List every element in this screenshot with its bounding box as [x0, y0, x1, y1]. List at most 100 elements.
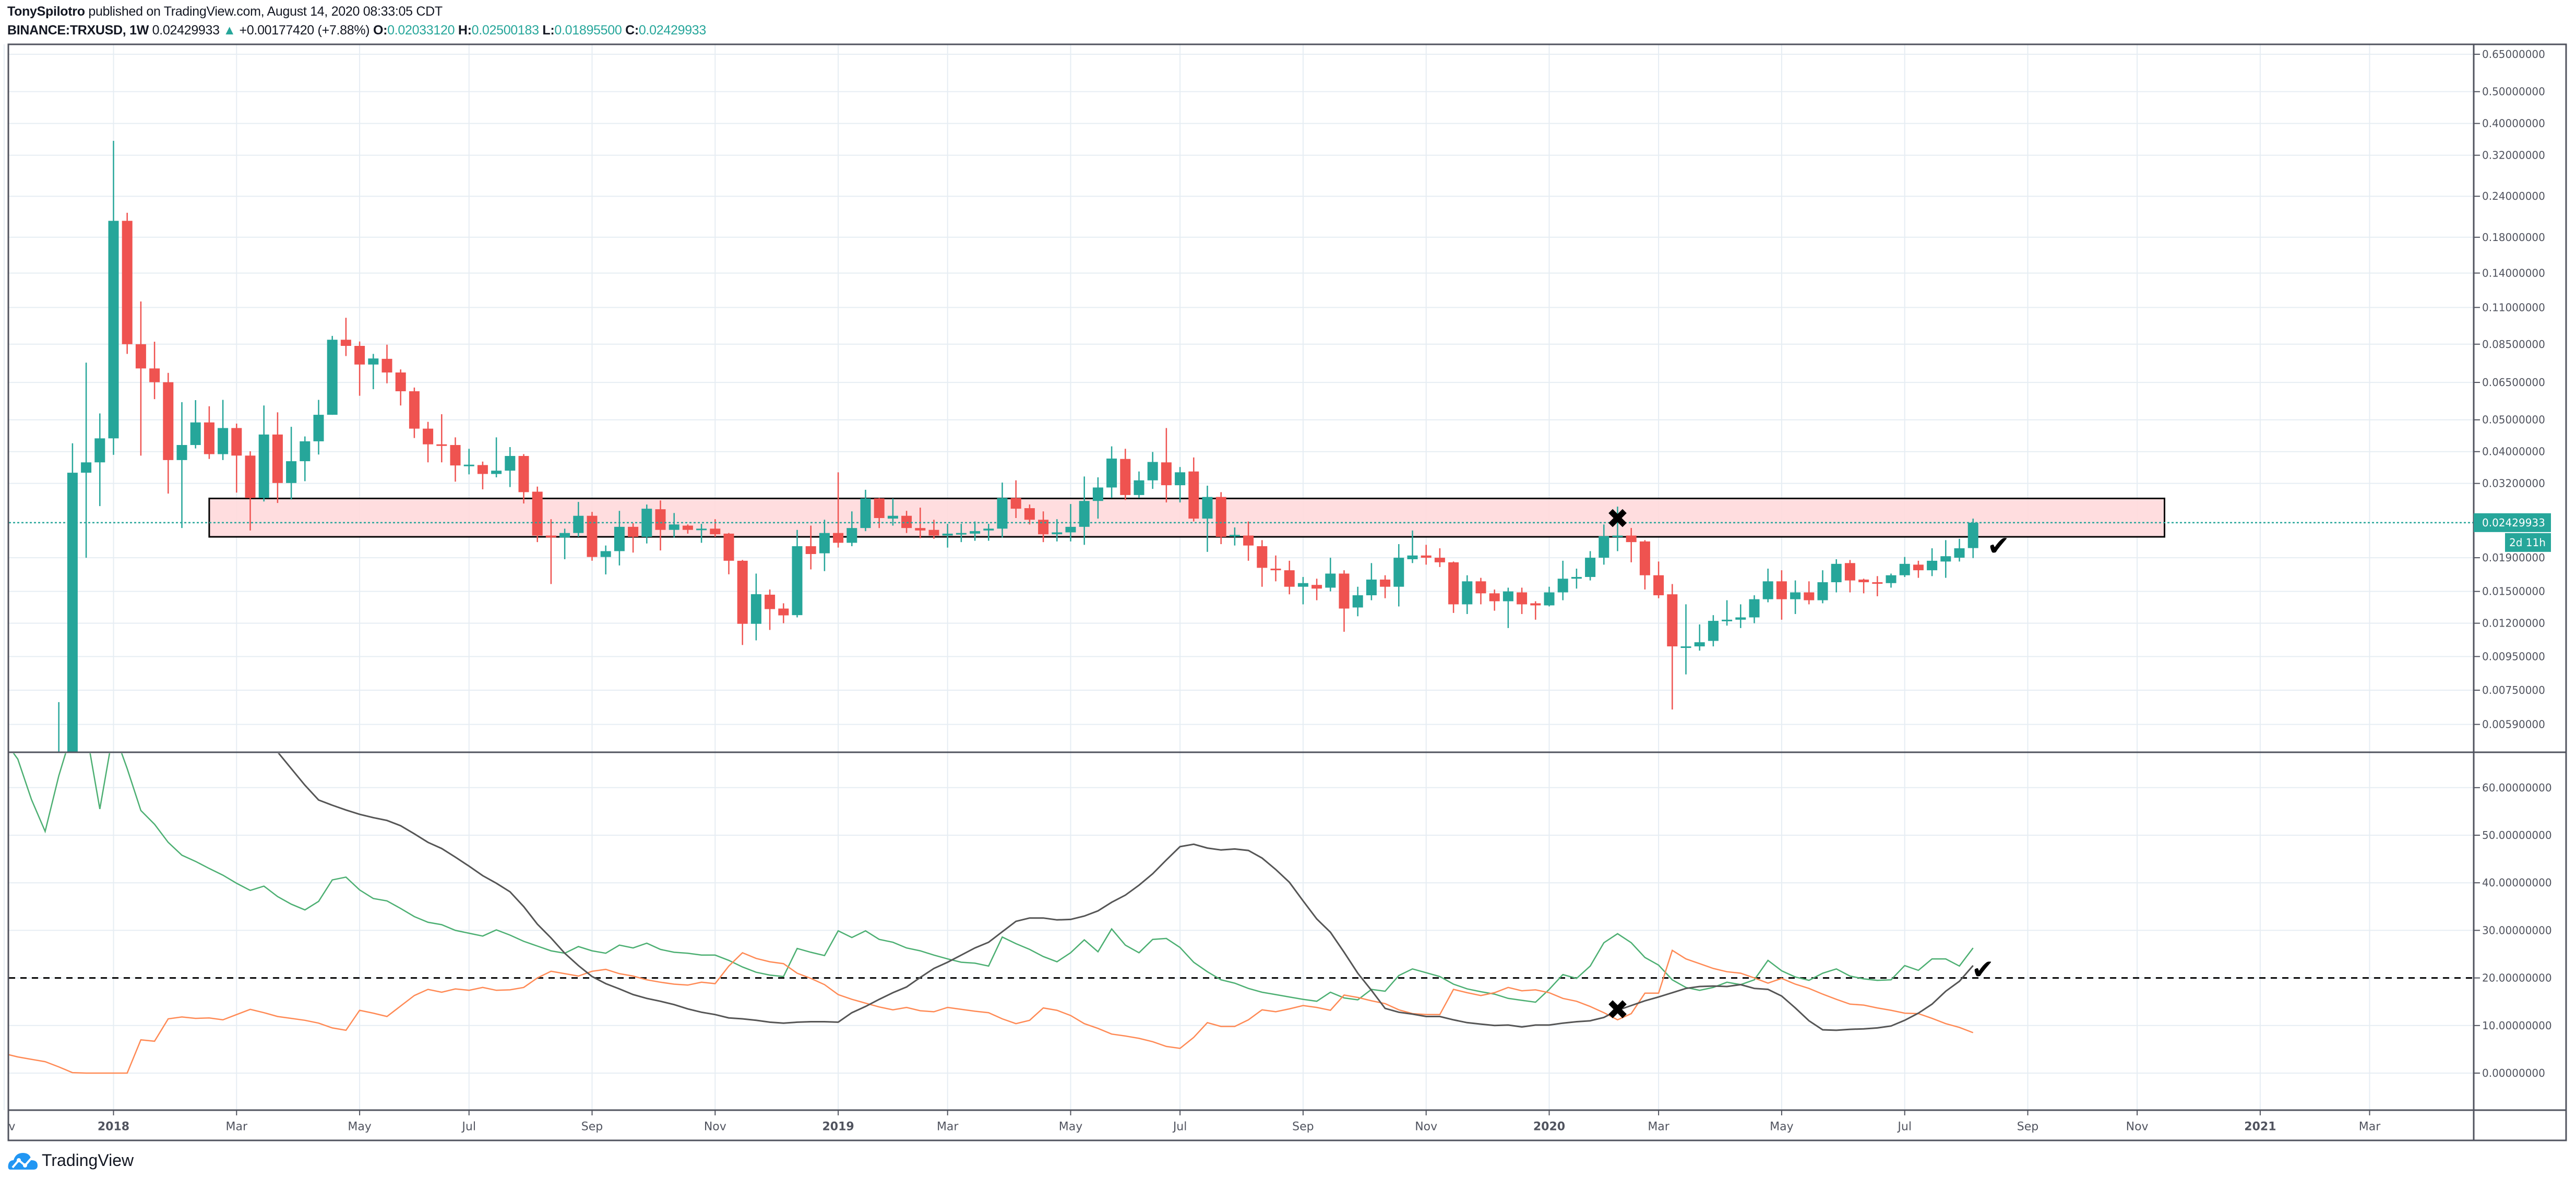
candle-body [94, 438, 105, 463]
candle-body [436, 444, 447, 446]
candle-bearish [1215, 492, 1226, 545]
candle-bearish [354, 341, 365, 396]
tradingview-logo[interactable]: TradingView [7, 1150, 134, 1171]
candle-bullish [176, 402, 187, 528]
candle-bearish [272, 412, 283, 503]
candle-body [190, 422, 201, 446]
indicator-tick-label: 30.00000000 [2482, 924, 2552, 936]
x-mark-icon: ✖ [1606, 503, 1629, 535]
candle-bearish [1257, 540, 1268, 587]
candle-body [819, 533, 830, 554]
candle-bearish [532, 486, 543, 543]
candle-bearish [723, 533, 734, 574]
series-di-line [9, 949, 1974, 1074]
candle-bearish [423, 422, 434, 463]
candle-bullish [1585, 551, 1596, 581]
time-tick-label: Sep [581, 1121, 603, 1134]
candle-body [1120, 459, 1131, 495]
candle-body [1434, 558, 1445, 562]
last-price-label-box [2474, 513, 2551, 532]
candle-body [1229, 535, 1240, 537]
candle-body [176, 445, 187, 460]
low-value: 0.01895500 [554, 23, 622, 38]
author-name[interactable]: TonySpilotro [7, 4, 85, 19]
candle-bullish [1954, 538, 1965, 562]
candle-body [1421, 555, 1432, 558]
candle-body [1462, 581, 1473, 605]
time-tick-label: Nov [704, 1121, 726, 1134]
candle-body [1215, 497, 1226, 537]
candle-bullish [505, 447, 516, 487]
candle-body [1147, 462, 1158, 480]
candle-body [983, 528, 994, 531]
candle-bullish [1831, 559, 1842, 593]
candle-body [1599, 536, 1609, 558]
candle-body [1517, 592, 1528, 605]
candle-body [450, 445, 461, 466]
high-value: 0.02500183 [471, 23, 539, 38]
candle-body [1776, 581, 1787, 599]
candle-bullish [1899, 557, 1910, 577]
candle-body [1079, 501, 1090, 527]
candle-bullish [970, 521, 981, 541]
price-tick-label: 0.18000000 [2482, 231, 2545, 244]
candle-bullish [108, 141, 119, 455]
candle-body [272, 434, 283, 483]
candle-bullish [641, 504, 652, 544]
price-tick-label: 0.05000000 [2482, 414, 2545, 426]
price-tick-label: 0.01900000 [2482, 551, 2545, 564]
candle-bullish [1092, 477, 1103, 519]
time-tick-label: May [348, 1121, 371, 1134]
candle-bearish [381, 344, 392, 383]
candle-body [1557, 579, 1568, 593]
symbol-legend: BINANCE:TRXUSD, 1W 0.02429933 ▲ +0.00177… [7, 23, 706, 38]
candle-body [805, 546, 816, 554]
candle-body [778, 608, 789, 616]
candle-bullish [491, 437, 502, 477]
candle-bullish [190, 400, 201, 449]
candle-body [463, 464, 474, 466]
candle-body [600, 551, 611, 557]
candle-bearish [1489, 590, 1500, 611]
candle-bearish [1804, 581, 1815, 605]
candle-body [300, 441, 311, 462]
checkmark-icon: ✔ [1987, 531, 2010, 562]
candle-body [1804, 592, 1815, 600]
candle-bearish [231, 423, 242, 493]
candle-body [108, 221, 119, 439]
indicator-tick-label: 40.00000000 [2482, 876, 2552, 889]
candle-body [1626, 535, 1637, 543]
candle-bearish [545, 519, 556, 584]
price-tick-label: 0.01500000 [2482, 585, 2545, 598]
candle-bullish [573, 502, 584, 537]
candle-bullish [1694, 624, 1705, 651]
candle-bullish [1927, 548, 1938, 576]
candle-body [1380, 579, 1391, 587]
candle-bearish [1872, 576, 1883, 596]
candle-body [1065, 526, 1076, 533]
candle-bearish [1243, 521, 1254, 561]
time-tick-label: Mar [226, 1121, 248, 1134]
publish-date: published on TradingView.com, August 14,… [88, 4, 443, 19]
candle-body [956, 533, 967, 535]
time-tick-label: Sep [2017, 1121, 2038, 1134]
indicator-tick-label: 50.00000000 [2482, 829, 2552, 841]
candle-bearish [135, 301, 146, 456]
candle-body [218, 428, 229, 454]
candle-body [1352, 595, 1363, 608]
candle-bearish [1010, 480, 1021, 519]
candle-body [1489, 593, 1500, 601]
candle-body [1612, 535, 1623, 537]
candle-bearish [737, 560, 748, 645]
candle-body [1585, 558, 1596, 577]
price-axis[interactable]: 0.65000000 0.50000000 0.40000000 0.32000000… [2474, 48, 2545, 731]
candle-bullish [614, 511, 625, 566]
candle-bearish [1667, 584, 1678, 710]
time-tick-label: Jul [1172, 1121, 1187, 1134]
candle-bearish [149, 341, 160, 400]
grid-lines [3, 44, 2474, 1110]
indicator-axis[interactable]: 60.00000000 50.00000000 40.00000000 30.0000… [2474, 781, 2552, 1079]
time-axis[interactable]: Nov 2018 Mar May Jul Sep Nov 2019 Mar May Jul Sep No… [0, 1110, 2381, 1134]
candle-body [696, 528, 707, 531]
